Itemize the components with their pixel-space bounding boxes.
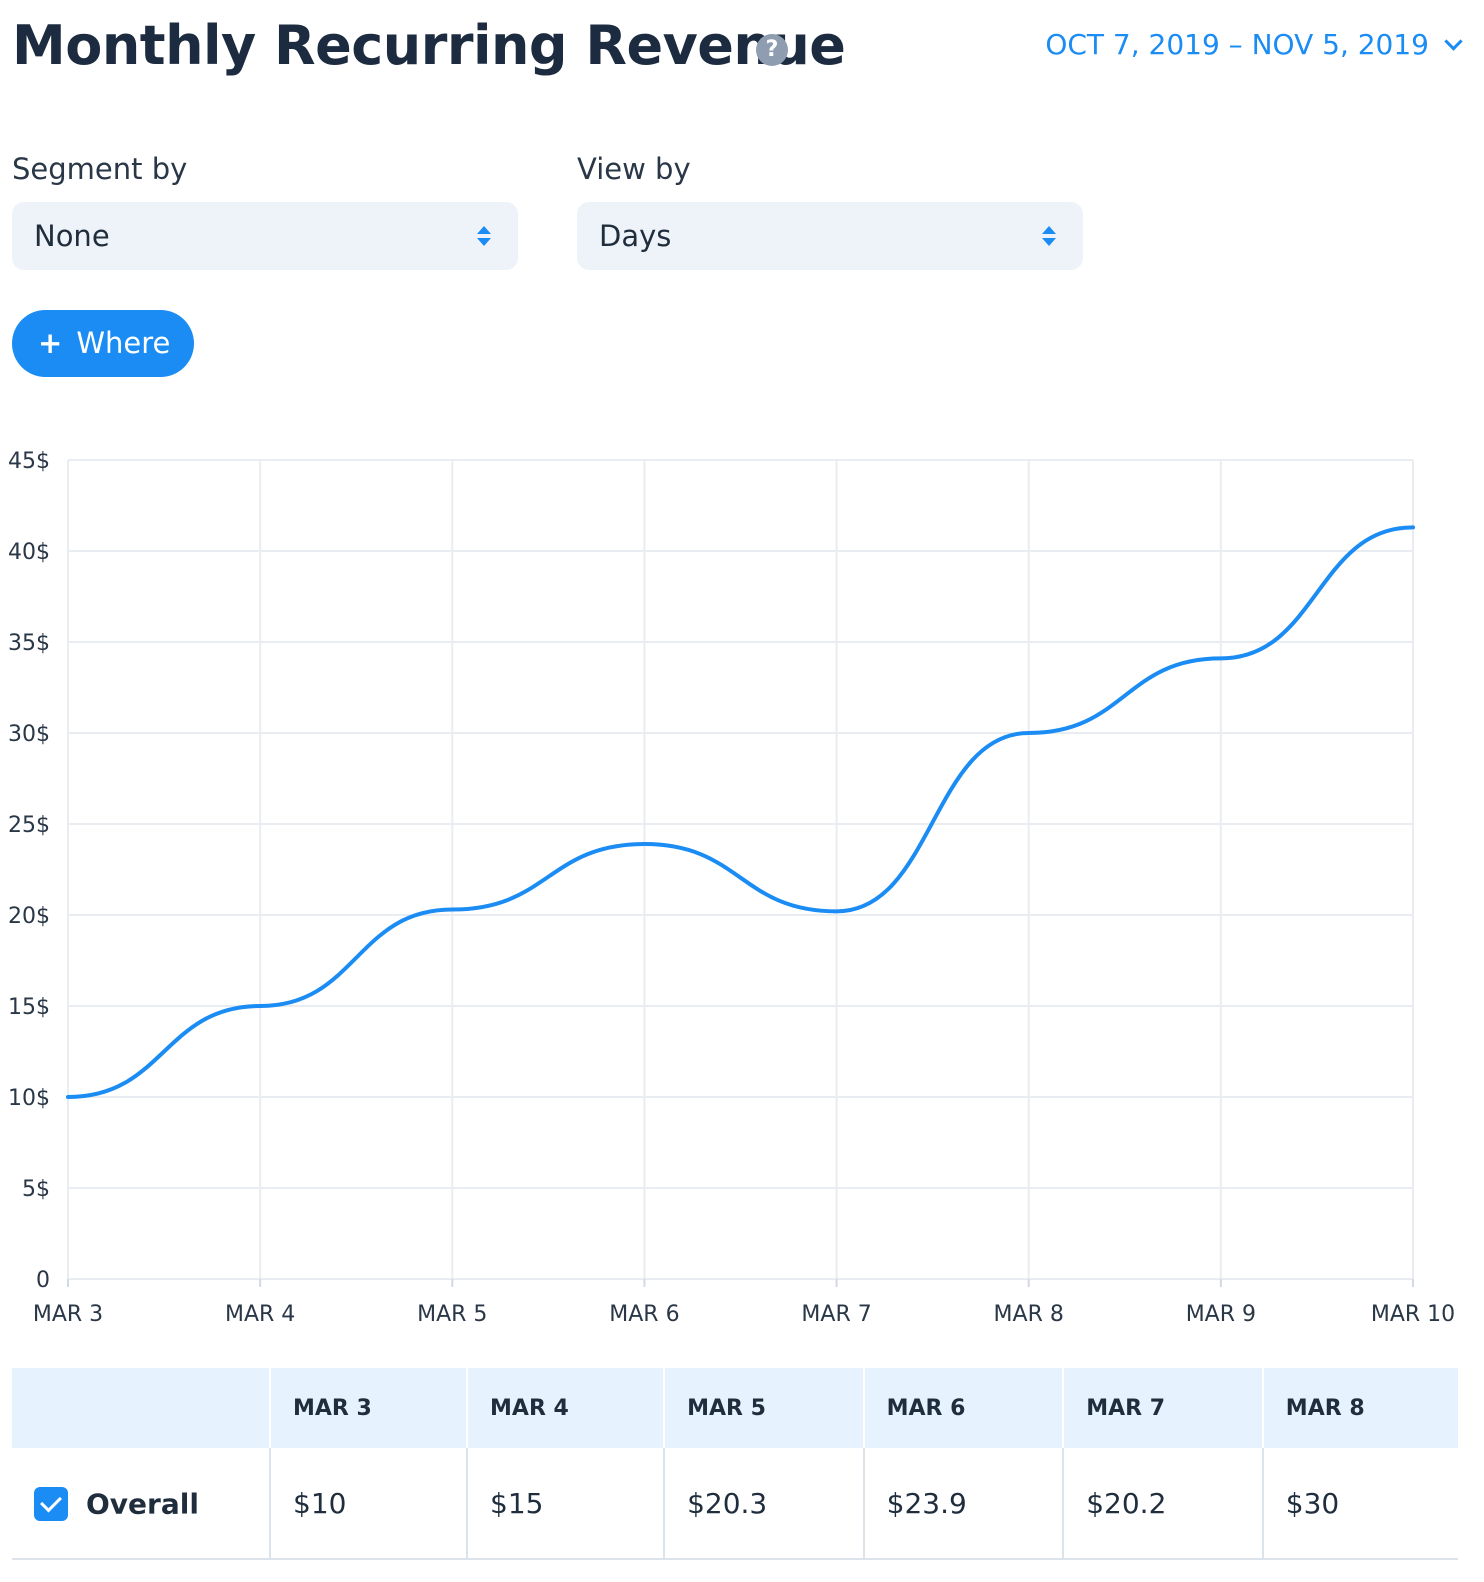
table-header-row: MAR 3 MAR 4 MAR 5 MAR 6 MAR 7 MAR 8 (12, 1368, 1458, 1448)
data-point (1027, 731, 1031, 735)
table-cell: $15 (466, 1448, 665, 1560)
data-point (642, 842, 646, 846)
data-point (835, 909, 839, 913)
segment-by-label: Segment by (12, 152, 188, 186)
view-by-select[interactable]: Days (577, 202, 1083, 270)
series-checkbox[interactable] (34, 1486, 68, 1521)
check-icon (40, 1490, 62, 1512)
table-header-cell: MAR 6 (862, 1368, 1064, 1448)
mrr-line-chart: 0 5$ 10$ 15$ 20$ 25$ 30$ 35$ 40$ 45$ MAR 3 MAR 4 MAR… (8, 449, 1455, 1327)
data-point (1219, 656, 1223, 660)
page-title: Monthly Recurring Revenue (12, 14, 846, 77)
view-by-label: View by (577, 152, 691, 186)
x-tick-label: MAR 5 (417, 1302, 487, 1327)
where-button-label: Where (76, 326, 171, 360)
table-header-cell: MAR 7 (1062, 1368, 1263, 1448)
date-range-label: OCT 7, 2019 – NOV 5, 2019 (1045, 28, 1429, 61)
mrr-data-table: MAR 3 MAR 4 MAR 5 MAR 6 MAR 7 MAR 8 Over… (12, 1368, 1458, 1560)
x-tick-label: MAR 8 (994, 1302, 1064, 1327)
series-name: Overall (86, 1487, 199, 1520)
data-point (450, 908, 454, 912)
add-where-filter-button[interactable]: + Where (12, 310, 194, 377)
table-cell: $10 (268, 1448, 468, 1560)
plus-icon: + (38, 326, 63, 360)
y-tick-label: 15$ (8, 995, 50, 1020)
table-header-cell: MAR 4 (466, 1368, 665, 1448)
select-arrows-icon (477, 226, 491, 246)
table-header-blank (12, 1368, 270, 1448)
data-point (1411, 525, 1415, 529)
x-tick-label: MAR 10 (1371, 1302, 1455, 1327)
y-tick-label: 40$ (8, 540, 50, 565)
table-header-cell: MAR 3 (268, 1368, 468, 1448)
table-cell: $23.9 (862, 1448, 1064, 1560)
y-tick-label: 0 (36, 1268, 50, 1293)
table-cell: $20.2 (1062, 1448, 1263, 1560)
select-arrows-icon (1042, 226, 1056, 246)
x-tick-label: MAR 6 (609, 1302, 679, 1327)
table-header-cell: MAR 5 (663, 1368, 864, 1448)
table-cell: $30 (1261, 1448, 1458, 1560)
question-circle-icon[interactable]: ? (756, 34, 788, 66)
x-tick-label: MAR 4 (225, 1302, 295, 1327)
y-tick-label: 35$ (8, 631, 50, 656)
table-row: Overall $10 $15 $20.3 $23.9 $20.2 $30 (12, 1448, 1458, 1560)
data-point (258, 1004, 262, 1008)
y-tick-label: 45$ (8, 449, 50, 474)
chevron-down-icon (1444, 32, 1463, 51)
y-tick-label: 10$ (8, 1086, 50, 1111)
table-header-cell: MAR 8 (1261, 1368, 1458, 1448)
y-tick-label: 25$ (8, 813, 50, 838)
series-line (66, 525, 1415, 1099)
y-tick-label: 30$ (8, 722, 50, 747)
y-tick-label: 20$ (8, 904, 50, 929)
table-cell: $20.3 (663, 1448, 864, 1560)
x-tick-label: MAR 3 (33, 1302, 103, 1327)
series-cell: Overall (12, 1448, 270, 1560)
data-point (66, 1095, 70, 1099)
segment-by-value: None (34, 219, 110, 253)
x-tick-label: MAR 9 (1186, 1302, 1256, 1327)
view-by-value: Days (599, 219, 672, 253)
date-range-picker[interactable]: OCT 7, 2019 – NOV 5, 2019 (1045, 28, 1463, 61)
x-tick-label: MAR 7 (801, 1302, 871, 1327)
segment-by-select[interactable]: None (12, 202, 518, 270)
y-tick-label: 5$ (22, 1177, 50, 1202)
